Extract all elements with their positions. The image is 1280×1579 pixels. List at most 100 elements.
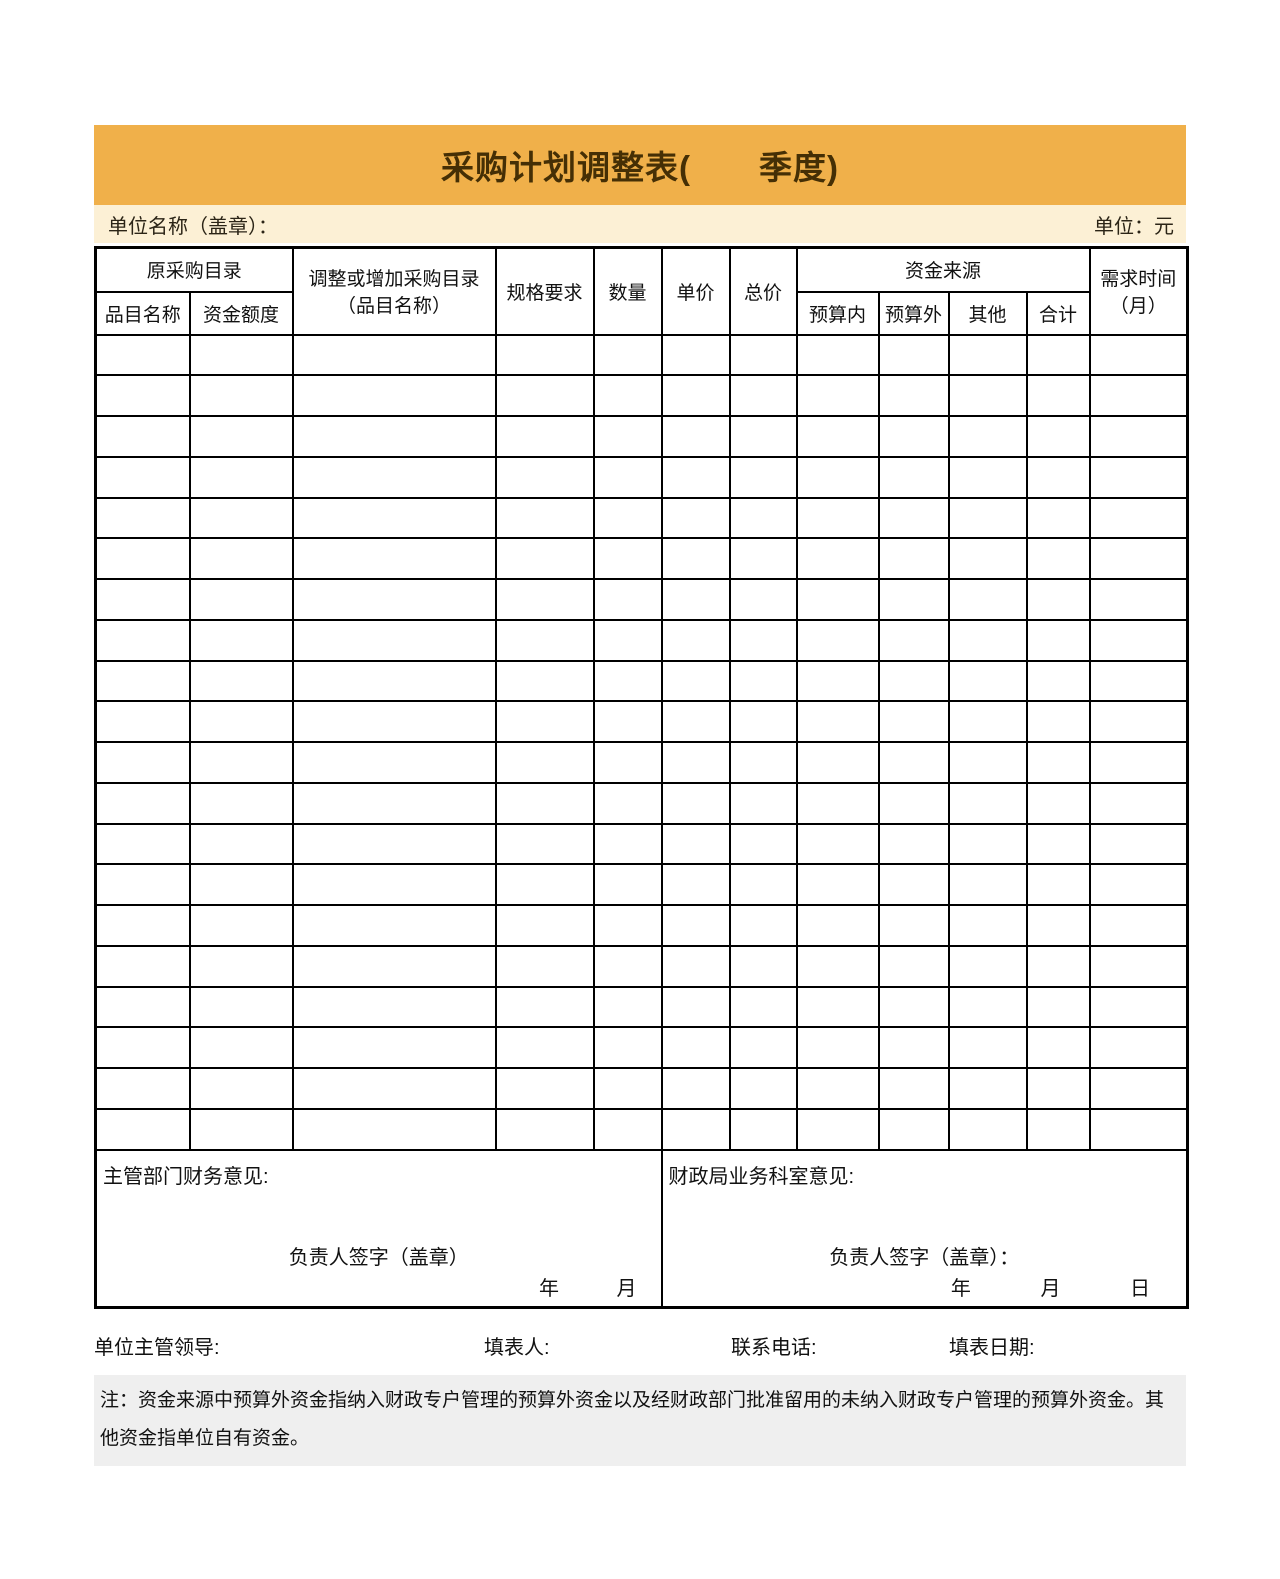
empty-cell[interactable] xyxy=(660,1107,731,1151)
empty-cell[interactable] xyxy=(494,822,595,866)
empty-cell[interactable] xyxy=(188,455,294,499)
empty-cell[interactable] xyxy=(1088,415,1189,458)
empty-cell[interactable] xyxy=(94,700,191,743)
empty-cell[interactable] xyxy=(1025,904,1091,947)
empty-cell[interactable] xyxy=(728,904,798,947)
empty-cell[interactable] xyxy=(494,944,595,988)
empty-cell[interactable] xyxy=(494,700,595,743)
empty-cell[interactable] xyxy=(728,415,798,458)
empty-cell[interactable] xyxy=(1088,1107,1189,1151)
empty-cell[interactable] xyxy=(1088,455,1189,499)
empty-cell[interactable] xyxy=(188,904,294,947)
empty-cell[interactable] xyxy=(728,781,798,825)
empty-cell[interactable] xyxy=(877,659,950,703)
empty-cell[interactable] xyxy=(1025,822,1091,866)
empty-cell[interactable] xyxy=(728,659,798,703)
empty-cell[interactable] xyxy=(660,333,731,377)
empty-cell[interactable] xyxy=(660,578,731,621)
empty-cell[interactable] xyxy=(660,1026,731,1069)
empty-cell[interactable] xyxy=(291,944,497,988)
empty-cell[interactable] xyxy=(728,700,798,743)
empty-cell[interactable] xyxy=(660,741,731,784)
empty-cell[interactable] xyxy=(1025,1026,1091,1069)
contact-phone-label[interactable]: 联系电话: xyxy=(731,1337,817,1359)
empty-cell[interactable] xyxy=(660,904,731,947)
empty-cell[interactable] xyxy=(592,618,663,662)
header-quantity[interactable]: 数量 xyxy=(592,246,663,336)
empty-cell[interactable] xyxy=(1025,700,1091,743)
empty-cell[interactable] xyxy=(494,1026,595,1069)
empty-cell[interactable] xyxy=(660,700,731,743)
empty-cell[interactable] xyxy=(291,455,497,499)
empty-cell[interactable] xyxy=(291,415,497,458)
empty-cell[interactable] xyxy=(1088,944,1189,988)
empty-cell[interactable] xyxy=(592,904,663,947)
empty-cell[interactable] xyxy=(660,944,731,988)
empty-cell[interactable] xyxy=(94,741,191,784)
empty-cell[interactable] xyxy=(947,415,1028,458)
empty-cell[interactable] xyxy=(728,1107,798,1151)
empty-cell[interactable] xyxy=(877,944,950,988)
empty-cell[interactable] xyxy=(1025,1067,1091,1110)
empty-cell[interactable] xyxy=(1088,618,1189,662)
empty-cell[interactable] xyxy=(188,374,294,417)
empty-cell[interactable] xyxy=(1088,578,1189,621)
empty-cell[interactable] xyxy=(1025,537,1091,580)
empty-cell[interactable] xyxy=(94,537,191,580)
empty-cell[interactable] xyxy=(1088,1067,1189,1110)
empty-cell[interactable] xyxy=(728,578,798,621)
empty-cell[interactable] xyxy=(494,537,595,580)
empty-cell[interactable] xyxy=(494,578,595,621)
empty-cell[interactable] xyxy=(94,578,191,621)
empty-cell[interactable] xyxy=(291,700,497,743)
empty-cell[interactable] xyxy=(592,415,663,458)
empty-cell[interactable] xyxy=(728,455,798,499)
empty-cell[interactable] xyxy=(947,985,1028,1029)
empty-cell[interactable] xyxy=(728,1067,798,1110)
empty-cell[interactable] xyxy=(947,1107,1028,1151)
empty-cell[interactable] xyxy=(947,700,1028,743)
empty-cell[interactable] xyxy=(947,781,1028,825)
dept-finance-opinion-cell[interactable]: 主管部门财务意见: 负责人签字（盖章） 年 月 xyxy=(94,1148,663,1309)
empty-cell[interactable] xyxy=(877,741,950,784)
empty-cell[interactable] xyxy=(877,1107,950,1151)
empty-cell[interactable] xyxy=(592,1067,663,1110)
empty-cell[interactable] xyxy=(291,1026,497,1069)
empty-cell[interactable] xyxy=(1088,496,1189,540)
empty-cell[interactable] xyxy=(795,1107,880,1151)
empty-cell[interactable] xyxy=(494,659,595,703)
empty-cell[interactable] xyxy=(728,618,798,662)
empty-cell[interactable] xyxy=(947,863,1028,906)
empty-cell[interactable] xyxy=(592,700,663,743)
empty-cell[interactable] xyxy=(728,985,798,1029)
empty-cell[interactable] xyxy=(1025,944,1091,988)
empty-cell[interactable] xyxy=(1025,455,1091,499)
empty-cell[interactable] xyxy=(494,1107,595,1151)
empty-cell[interactable] xyxy=(795,659,880,703)
empty-cell[interactable] xyxy=(291,618,497,662)
empty-cell[interactable] xyxy=(1088,537,1189,580)
empty-cell[interactable] xyxy=(1088,374,1189,417)
empty-cell[interactable] xyxy=(660,415,731,458)
empty-cell[interactable] xyxy=(1025,578,1091,621)
empty-cell[interactable] xyxy=(94,781,191,825)
header-demand-time[interactable]: 需求时间 （月） xyxy=(1088,246,1189,336)
empty-cell[interactable] xyxy=(592,333,663,377)
header-fund-amount[interactable]: 资金额度 xyxy=(188,290,294,336)
empty-cell[interactable] xyxy=(660,1067,731,1110)
empty-cell[interactable] xyxy=(795,904,880,947)
empty-cell[interactable] xyxy=(877,1067,950,1110)
empty-cell[interactable] xyxy=(94,1026,191,1069)
empty-cell[interactable] xyxy=(795,944,880,988)
empty-cell[interactable] xyxy=(1025,333,1091,377)
empty-cell[interactable] xyxy=(660,537,731,580)
empty-cell[interactable] xyxy=(291,904,497,947)
header-in-budget[interactable]: 预算内 xyxy=(795,290,880,336)
empty-cell[interactable] xyxy=(1088,1026,1189,1069)
empty-cell[interactable] xyxy=(188,700,294,743)
empty-cell[interactable] xyxy=(947,455,1028,499)
empty-cell[interactable] xyxy=(291,496,497,540)
empty-cell[interactable] xyxy=(291,863,497,906)
empty-cell[interactable] xyxy=(94,496,191,540)
empty-cell[interactable] xyxy=(877,374,950,417)
